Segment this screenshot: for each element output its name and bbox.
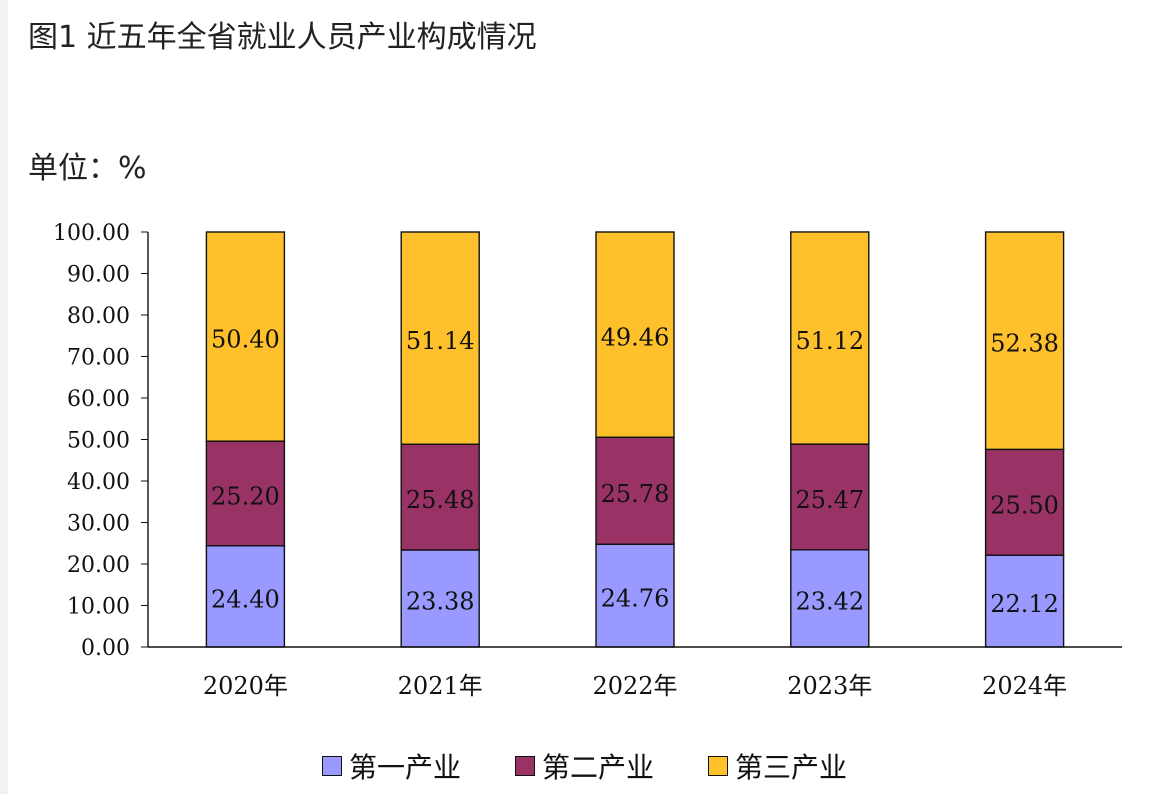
bar-tertiary-1 — [400, 231, 480, 445]
data-label-tertiary-2: 49.46 — [601, 324, 670, 352]
data-label-primary-4: 22.12 — [990, 590, 1059, 618]
bar-primary-2 — [595, 543, 675, 648]
bar-tertiary-3 — [790, 231, 870, 445]
data-label-tertiary-0: 50.40 — [211, 326, 280, 354]
y-axis-tick-label-0: 0.00 — [81, 636, 130, 661]
data-label-tertiary-1: 51.14 — [406, 327, 475, 355]
bar-secondary-1 — [400, 443, 480, 551]
y-axis-tick-label-5: 50.00 — [67, 429, 130, 454]
y-axis-tick-label-7: 70.00 — [67, 346, 130, 371]
y-axis-tick-label-4: 40.00 — [67, 470, 130, 495]
data-label-secondary-0: 25.20 — [211, 482, 280, 510]
bar-primary-1 — [400, 549, 480, 648]
y-axis-tick-label-3: 30.00 — [67, 512, 130, 537]
data-label-tertiary-4: 52.38 — [990, 330, 1059, 358]
data-label-primary-2: 24.76 — [601, 585, 670, 613]
legend-label-primary: 第一产业 — [349, 751, 462, 784]
legend-item-tertiary: 第三产业 — [708, 746, 847, 786]
bar-tertiary-4 — [984, 231, 1065, 451]
bar-tertiary-2 — [595, 231, 675, 438]
x-axis-category-label-1: 2021年 — [398, 672, 483, 700]
y-axis-tick-label-6: 60.00 — [67, 387, 130, 412]
figure-title: 图1 近五年全省就业人员产业构成情况 — [28, 20, 537, 55]
y-axis-tick-label-8: 80.00 — [67, 304, 130, 329]
x-axis-category-label-4: 2024年 — [982, 672, 1067, 700]
data-label-primary-3: 23.42 — [795, 587, 864, 615]
data-label-primary-1: 23.38 — [406, 587, 475, 615]
y-axis-tick-label-2: 20.00 — [67, 553, 130, 578]
unit-label: 单位：% — [28, 151, 147, 186]
chart-legend: 第一产业 第二产业 第三产业 — [322, 746, 902, 786]
bar-secondary-3 — [790, 443, 870, 551]
y-axis-tick-label-1: 10.00 — [67, 595, 130, 620]
legend-item-secondary: 第二产业 — [515, 746, 654, 786]
data-label-primary-0: 24.40 — [211, 585, 280, 613]
bar-secondary-4 — [984, 448, 1065, 556]
bar-secondary-0 — [205, 440, 286, 547]
data-label-secondary-3: 25.47 — [795, 486, 864, 514]
x-axis-category-label-2: 2022年 — [592, 672, 677, 700]
bar-primary-4 — [984, 554, 1065, 648]
bar-secondary-2 — [595, 436, 675, 545]
data-label-tertiary-3: 51.12 — [795, 327, 864, 355]
page-left-rail — [0, 0, 8, 794]
legend-label-tertiary: 第三产业 — [735, 751, 848, 784]
legend-swatch-secondary — [515, 756, 536, 776]
y-axis-tick-label-9: 90.00 — [67, 263, 130, 288]
legend-label-secondary: 第二产业 — [542, 751, 655, 784]
y-axis-tick-label-10: 100.00 — [53, 221, 130, 246]
x-axis-category-label-0: 2020年 — [203, 672, 288, 700]
legend-swatch-tertiary — [708, 756, 729, 776]
x-axis-category-label-3: 2023年 — [787, 672, 872, 700]
bar-tertiary-0 — [205, 231, 286, 442]
data-label-secondary-2: 25.78 — [601, 480, 670, 508]
legend-swatch-primary — [322, 756, 342, 776]
data-label-secondary-1: 25.48 — [406, 486, 475, 514]
data-label-secondary-4: 25.50 — [990, 491, 1059, 519]
legend-item-primary: 第一产业 — [322, 746, 461, 786]
